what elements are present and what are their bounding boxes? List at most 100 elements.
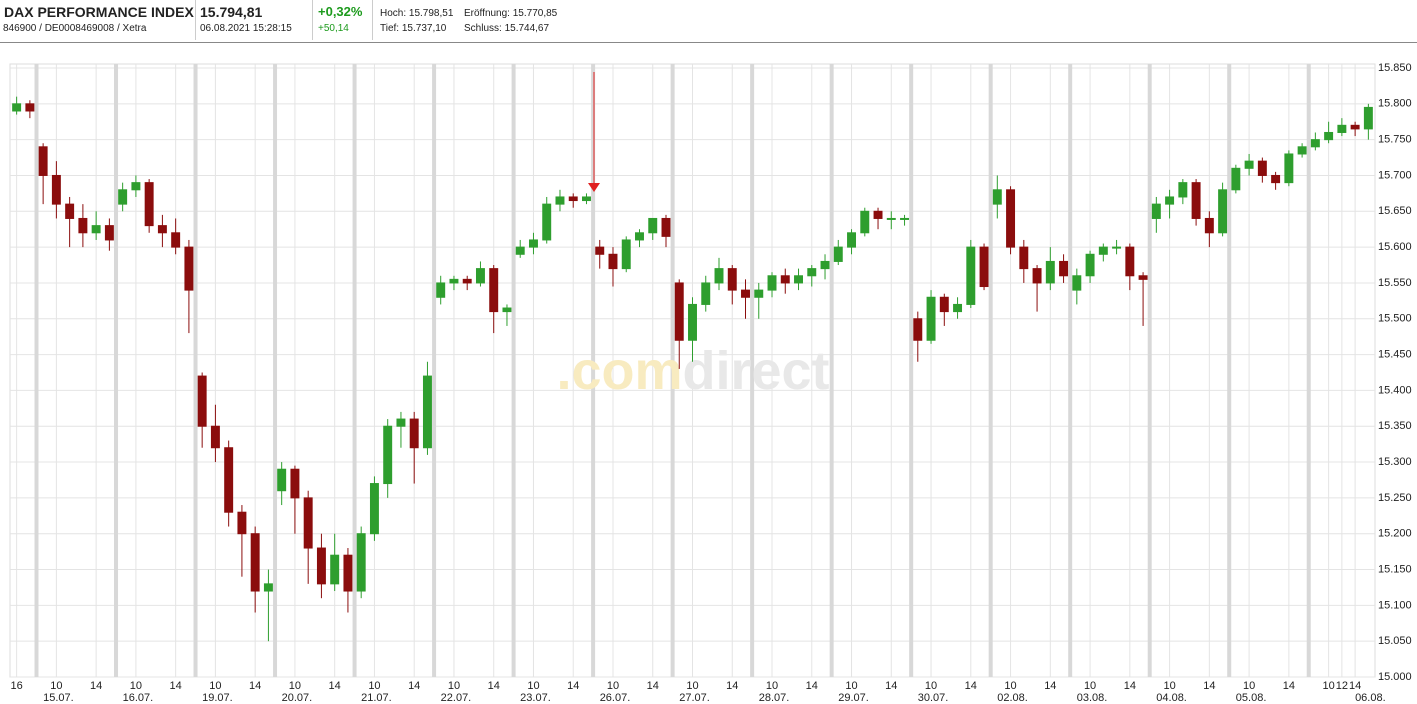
x-date-label: 19.07. <box>202 692 233 704</box>
candle-body <box>595 246 605 255</box>
candle-body <box>992 189 1002 205</box>
y-tick-label: 15.000 <box>1378 671 1412 683</box>
candle-body <box>515 246 525 255</box>
candle-body <box>210 425 220 449</box>
candle-body <box>1085 253 1095 277</box>
candle-body <box>886 217 896 220</box>
x-tick-label: 10 <box>607 680 619 692</box>
candle-body <box>475 268 485 284</box>
candle-body <box>741 289 750 298</box>
ids: 846900 / DE0008469008 / Xetra <box>3 23 147 34</box>
candle-body <box>860 210 870 234</box>
candle-body <box>250 533 260 592</box>
candle-body <box>688 303 697 341</box>
candles <box>12 96 1373 642</box>
candle-body <box>184 246 194 291</box>
candle-body <box>1310 139 1320 148</box>
x-date-label: 28.07. <box>759 692 790 704</box>
x-tick-label: 14 <box>1349 680 1361 692</box>
candle-body <box>1059 260 1069 277</box>
y-tick-label: 15.100 <box>1378 599 1412 611</box>
x-tick-label: 10 <box>1322 680 1334 692</box>
candle-body <box>807 268 817 277</box>
candle-body <box>78 217 88 234</box>
candle-body <box>131 182 141 191</box>
x-tick-label: 10 <box>925 680 937 692</box>
candle-body <box>1019 246 1029 270</box>
candle-body <box>263 583 273 592</box>
candle-body <box>1006 189 1016 248</box>
separator <box>312 0 313 40</box>
x-date-label: 02.08. <box>997 692 1028 704</box>
candle-body <box>91 225 101 234</box>
y-tick-label: 15.300 <box>1378 456 1412 468</box>
x-date-label: 04.08. <box>1156 692 1187 704</box>
x-tick-label: 12 <box>1336 680 1348 692</box>
candle-body <box>754 289 764 298</box>
candle-body <box>1191 182 1201 219</box>
x-tick-label: 14 <box>90 680 102 692</box>
candle-body <box>900 217 910 220</box>
x-tick-label: 14 <box>170 680 182 692</box>
candle-body <box>1204 217 1214 234</box>
candle-body <box>489 268 499 313</box>
x-date-label: 06.08. <box>1355 692 1386 704</box>
x-date-label: 27.07. <box>679 692 710 704</box>
candle-body <box>767 275 777 291</box>
candle-body <box>1138 275 1148 280</box>
candle-body <box>1337 124 1347 133</box>
x-date-label: 05.08. <box>1236 692 1267 704</box>
candle-body <box>1098 246 1108 255</box>
candle-body <box>542 203 552 241</box>
candle-body <box>714 268 724 284</box>
timestamp: 06.08.2021 15:28:15 <box>200 23 292 34</box>
candle-body <box>1218 189 1228 234</box>
low: Tief: 15.737,10 <box>380 23 447 34</box>
candle-body <box>396 418 406 427</box>
annotation-arrowhead <box>588 183 600 192</box>
candle-body <box>701 282 711 305</box>
y-tick-label: 15.750 <box>1378 134 1412 146</box>
candle-body <box>648 217 658 234</box>
candle-body <box>118 189 128 205</box>
candle-body <box>330 554 340 585</box>
candle-body <box>568 196 578 202</box>
change-abs: +50,14 <box>318 23 349 34</box>
candle-body <box>157 225 167 234</box>
candle-body <box>794 275 803 284</box>
candle-body <box>621 239 631 270</box>
candle-body <box>1165 196 1175 205</box>
price: 15.794,81 <box>200 4 263 20</box>
candle-body <box>1324 131 1334 141</box>
x-tick-label: 14 <box>1044 680 1056 692</box>
candle-body <box>555 196 565 205</box>
x-date-label: 30.07. <box>918 692 949 704</box>
candle-body <box>953 303 963 313</box>
watermark-a: .com <box>556 341 682 401</box>
x-tick-label: 10 <box>130 680 142 692</box>
candle-body <box>820 260 830 270</box>
candle-body <box>303 497 313 549</box>
x-tick-label: 10 <box>448 680 460 692</box>
x-tick-label: 14 <box>965 680 977 692</box>
x-date-label: 15.07. <box>43 692 74 704</box>
watermark-b: direct <box>682 341 829 401</box>
x-tick-label: 16 <box>11 680 23 692</box>
candle-body <box>25 103 35 112</box>
candle-body <box>290 468 300 499</box>
candle-body <box>1244 160 1254 169</box>
candle-body <box>1125 246 1135 277</box>
candle-body <box>635 232 644 241</box>
x-tick-label: 10 <box>766 680 778 692</box>
candle-body <box>343 554 353 592</box>
candle-body <box>369 483 379 535</box>
candle-body <box>939 296 949 313</box>
y-tick-label: 15.400 <box>1378 384 1412 396</box>
x-date-label: 21.07. <box>361 692 392 704</box>
x-tick-label: 10 <box>209 680 221 692</box>
x-date-label: 16.07. <box>123 692 154 704</box>
x-tick-label: 10 <box>289 680 301 692</box>
candle-body <box>966 246 976 305</box>
